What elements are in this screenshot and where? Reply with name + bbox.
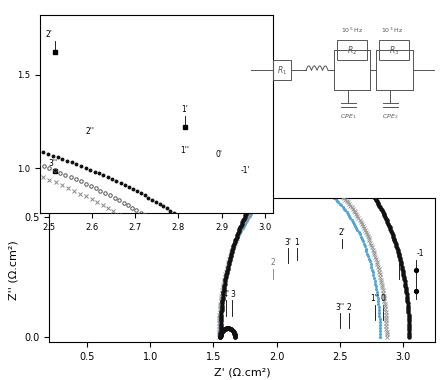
X-axis label: Z' (Ω.cm²): Z' (Ω.cm²) bbox=[214, 367, 270, 377]
Text: $R_1$: $R_1$ bbox=[277, 64, 287, 77]
Text: $CPE_2$: $CPE_2$ bbox=[382, 112, 399, 121]
Text: -1: -1 bbox=[417, 249, 424, 258]
Text: -1': -1' bbox=[241, 166, 250, 175]
Text: $CPE_1$: $CPE_1$ bbox=[340, 112, 357, 121]
Text: 0: 0 bbox=[397, 252, 401, 261]
Text: 1'': 1'' bbox=[181, 146, 190, 155]
Text: 3'': 3'' bbox=[49, 159, 58, 168]
Text: 2': 2' bbox=[339, 228, 346, 237]
Text: 4': 4' bbox=[223, 290, 230, 299]
Text: 2: 2 bbox=[271, 258, 275, 268]
Text: 3': 3' bbox=[284, 238, 292, 247]
Text: $R_2$: $R_2$ bbox=[347, 44, 357, 57]
Text: 0: 0 bbox=[380, 294, 385, 304]
Text: $10^5$ Hz: $10^5$ Hz bbox=[340, 26, 363, 35]
Text: 2': 2' bbox=[46, 30, 52, 40]
Y-axis label: Z'' (Ω.cm²): Z'' (Ω.cm²) bbox=[9, 240, 19, 300]
Text: 1': 1' bbox=[181, 105, 188, 114]
Text: 2'': 2'' bbox=[86, 127, 95, 136]
Text: $10^3$ Hz: $10^3$ Hz bbox=[381, 26, 404, 35]
Text: 2: 2 bbox=[346, 303, 351, 312]
Text: 1'': 1'' bbox=[370, 294, 380, 304]
Text: 0': 0' bbox=[216, 150, 223, 159]
Text: 1: 1 bbox=[294, 238, 299, 247]
Text: 3'': 3'' bbox=[335, 303, 345, 312]
Text: 3: 3 bbox=[230, 290, 235, 299]
Text: $R_3$: $R_3$ bbox=[389, 44, 399, 57]
